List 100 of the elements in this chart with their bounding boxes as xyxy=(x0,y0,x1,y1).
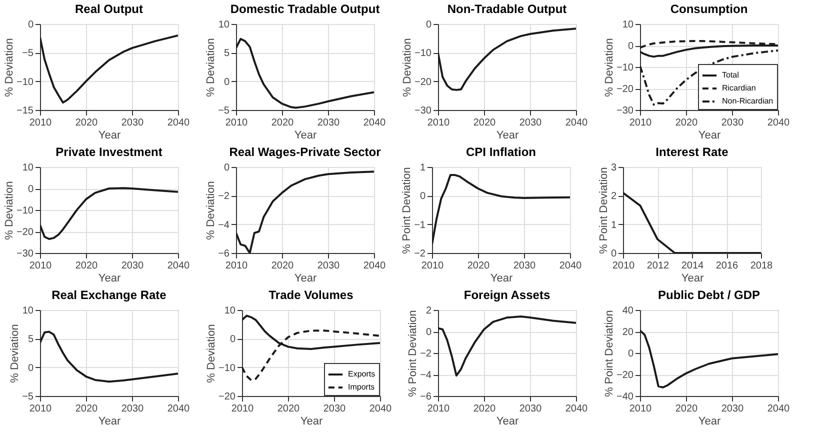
y-tick-label: 0 xyxy=(420,191,426,202)
line-series xyxy=(40,34,178,104)
y-tick-label: 0 xyxy=(628,41,634,52)
x-axis-title: Year xyxy=(496,130,519,142)
line-series xyxy=(640,329,778,388)
y-axis-title: % Point Deviation xyxy=(604,310,616,397)
y-tick-label: −20 xyxy=(616,84,634,95)
x-tick-label: 2030 xyxy=(519,118,542,128)
x-tick-label: 2010 xyxy=(421,260,444,272)
y-tick-label: −15 xyxy=(16,106,34,116)
x-tick-label: 2030 xyxy=(317,260,340,272)
legend-label: Non-Ricardian xyxy=(722,96,774,106)
x-tick-label: 2020 xyxy=(75,118,98,128)
y-axis-title: % Deviation xyxy=(206,324,218,383)
y-axis-title: % Deviation xyxy=(205,38,218,97)
y-tick-label: 0 xyxy=(28,20,34,30)
y-tick-label: −2 xyxy=(420,348,432,360)
x-tick-label: 2040 xyxy=(363,118,386,128)
y-tick-label: 5 xyxy=(224,48,230,60)
y-tick-label: −20 xyxy=(16,227,34,238)
y-axis-title: % Point Deviation xyxy=(407,310,420,397)
line-series xyxy=(432,174,570,246)
x-axis-title: Year xyxy=(294,130,317,142)
y-tick-label: 0 xyxy=(28,184,34,195)
y-tick-label: 0 xyxy=(224,76,230,88)
chart-title: Consumption xyxy=(670,2,748,16)
chart-title: Public Debt / GDP xyxy=(658,288,760,302)
y-tick-label: 10 xyxy=(22,162,34,174)
y-tick-label: −10 xyxy=(616,62,634,74)
x-axis-title: Year xyxy=(300,416,323,428)
y-tick-label: −2 xyxy=(218,191,230,202)
chart-title: Trade Volumes xyxy=(268,288,354,302)
y-tick-label: 1 xyxy=(420,162,426,174)
y-tick-label: 2 xyxy=(426,306,432,316)
chart-title: Domestic Tradable Output xyxy=(230,2,380,16)
x-tick-label: 2010 xyxy=(612,260,636,272)
y-tick-label: −10 xyxy=(218,362,236,374)
x-tick-label: 2010 xyxy=(427,118,450,128)
x-axis-title: Year xyxy=(98,272,121,284)
y-axis-title: % Point Deviation xyxy=(401,167,414,254)
chart-title: Non-Tradable Output xyxy=(447,2,567,16)
y-axis-title: % Deviation xyxy=(604,38,616,97)
line-series xyxy=(40,187,178,240)
x-tick-label: 2010 xyxy=(29,118,52,128)
y-tick-label: −5 xyxy=(22,48,34,60)
x-tick-label: 2040 xyxy=(363,260,386,272)
chart-title: Real Output xyxy=(75,2,143,16)
x-tick-label: 2040 xyxy=(565,404,588,414)
x-tick-label: 2030 xyxy=(323,404,346,414)
y-tick-label: −40 xyxy=(616,392,634,402)
y-tick-label: −20 xyxy=(414,76,432,88)
y-tick-label: −10 xyxy=(16,76,34,88)
y-tick-label: −1 xyxy=(414,220,426,231)
chart-title: CPI Inflation xyxy=(466,145,536,159)
x-tick-label: 2040 xyxy=(167,118,190,128)
line-series xyxy=(40,330,178,383)
y-tick-label: 0 xyxy=(230,334,236,346)
y-tick-label: −2 xyxy=(414,248,426,260)
y-axis-title: % Deviation xyxy=(205,181,218,240)
y-tick-label: −30 xyxy=(616,106,634,116)
x-tick-label: 2020 xyxy=(75,404,98,414)
x-tick-label: 2010 xyxy=(629,118,652,128)
x-tick-label: 2020 xyxy=(675,404,698,414)
legend-label: Imports xyxy=(348,382,375,392)
y-axis-title: % Deviation xyxy=(4,38,16,97)
x-tick-label: 2040 xyxy=(767,118,790,128)
line-series xyxy=(438,28,576,91)
x-tick-label: 2010 xyxy=(225,118,248,128)
x-tick-label: 2040 xyxy=(167,404,190,414)
x-tick-label: 2018 xyxy=(750,260,774,272)
y-tick-label: −10 xyxy=(16,206,34,216)
y-axis-title: % Deviation xyxy=(4,181,16,240)
x-tick-label: 2010 xyxy=(231,404,254,414)
x-tick-label: 2010 xyxy=(427,404,450,414)
y-tick-label: 40 xyxy=(622,306,634,316)
y-tick-label: 10 xyxy=(224,306,236,316)
chart-title: Real Wages-Private Sector xyxy=(229,145,382,159)
x-tick-label: 2016 xyxy=(716,260,739,272)
x-axis-title: Year xyxy=(98,130,121,142)
y-tick-label: 3 xyxy=(610,162,617,174)
x-tick-label: 2030 xyxy=(519,404,542,414)
y-tick-label: 20 xyxy=(622,327,634,338)
line-series xyxy=(640,49,778,106)
chart-title: Private Investment xyxy=(56,145,162,159)
x-tick-label: 2030 xyxy=(317,118,340,128)
y-tick-label: −20 xyxy=(616,370,634,381)
x-tick-label: 2020 xyxy=(75,260,98,272)
y-tick-label: 2 xyxy=(610,191,617,202)
y-tick-label: 10 xyxy=(622,20,634,30)
y-axis-title: % Deviation xyxy=(9,324,22,383)
y-tick-label: −30 xyxy=(414,106,432,116)
x-tick-label: 2040 xyxy=(559,260,582,272)
y-tick-label: −4 xyxy=(218,220,230,231)
x-tick-label: 2020 xyxy=(271,260,294,272)
x-tick-label: 2020 xyxy=(473,404,496,414)
y-tick-label: −20 xyxy=(218,392,236,402)
x-axis-title: Year xyxy=(681,272,704,284)
x-axis-title: Year xyxy=(98,416,121,428)
x-tick-label: 2040 xyxy=(767,404,790,414)
x-tick-label: 2030 xyxy=(121,404,144,414)
